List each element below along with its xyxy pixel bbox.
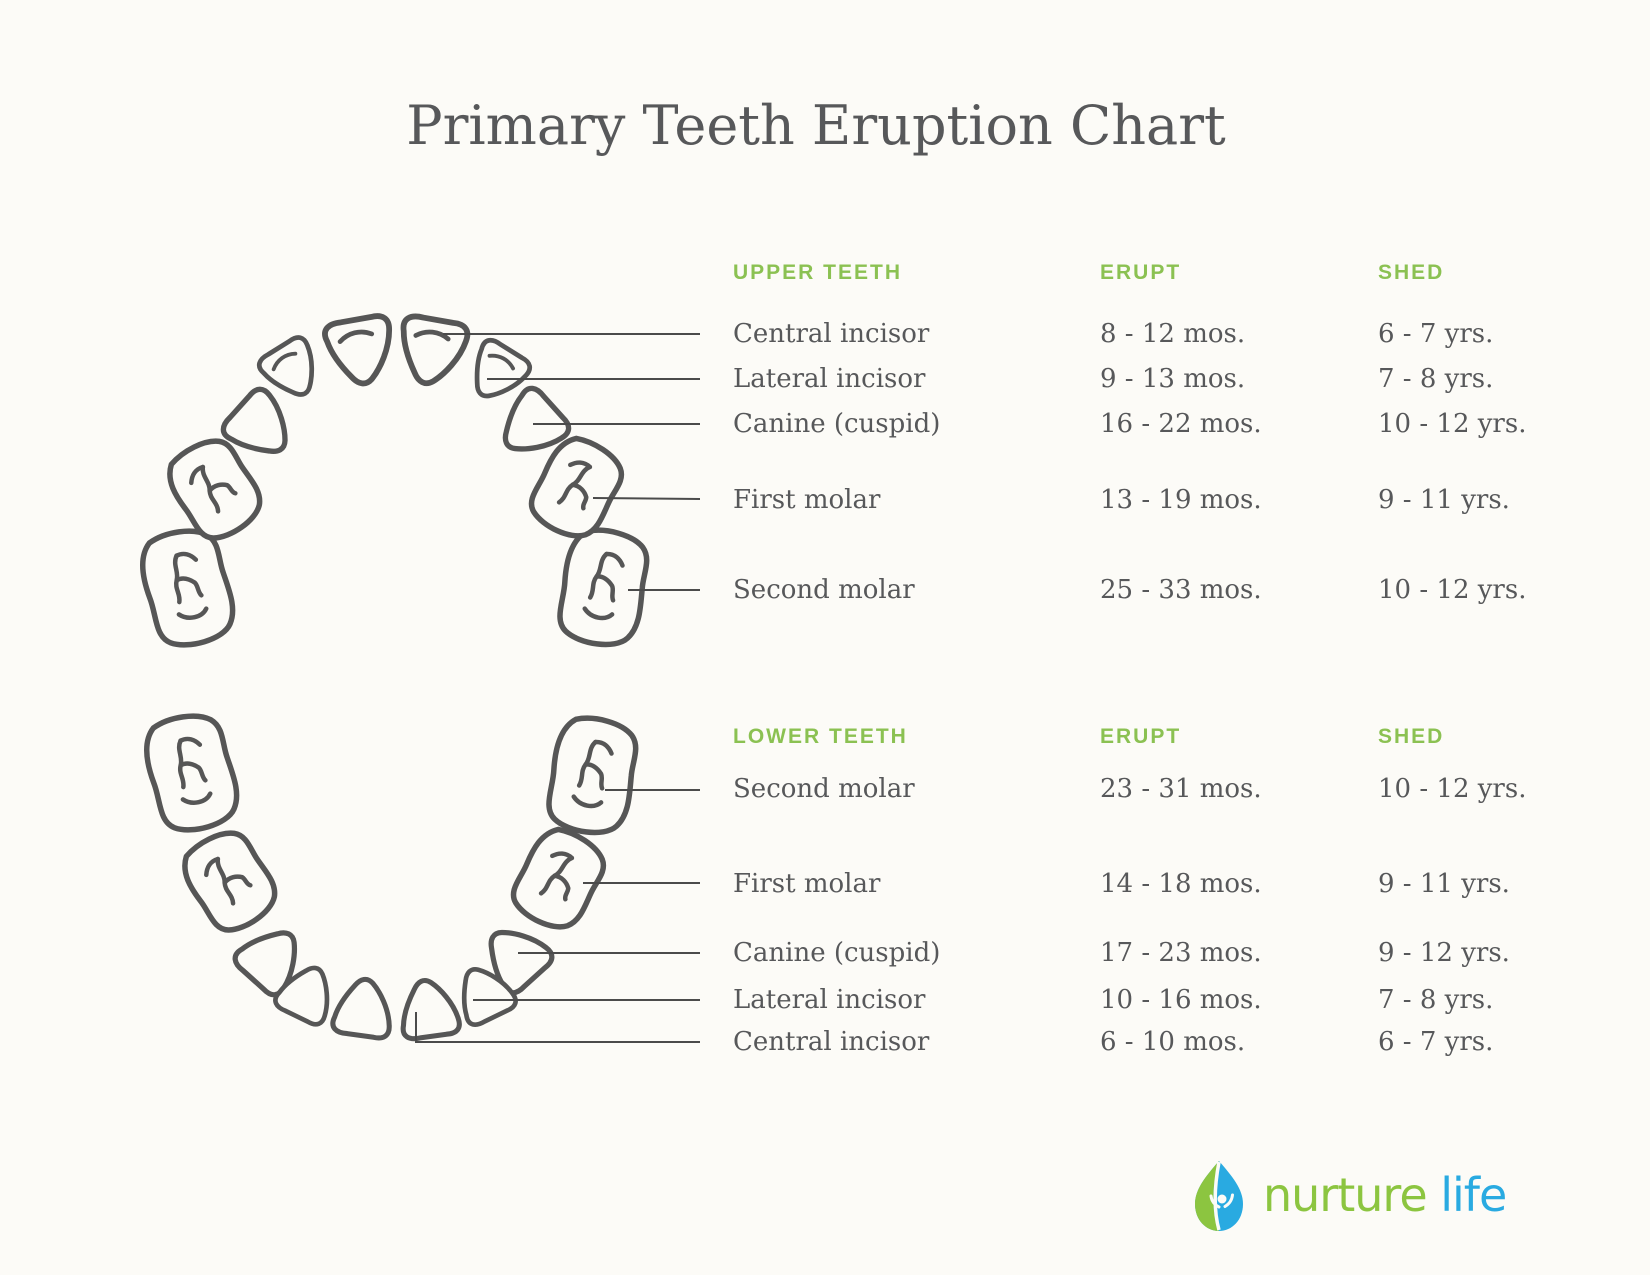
tooth-name: Lateral incisor — [733, 985, 926, 1015]
tooth-name: Central incisor — [733, 319, 930, 349]
logo-leaf-icon — [1195, 1160, 1243, 1231]
shed-value: 7 - 8 yrs. — [1378, 985, 1494, 1015]
shed-value: 10 - 12 yrs. — [1378, 409, 1527, 439]
logo-word-life: life — [1440, 1168, 1507, 1222]
lower-header-shed: SHED — [1378, 725, 1445, 748]
shed-value: 10 - 12 yrs. — [1378, 774, 1527, 804]
shed-value: 10 - 12 yrs. — [1378, 575, 1527, 605]
tooth-name: First molar — [733, 485, 881, 515]
table-row: Second molar 25 - 33 mos. 10 - 12 yrs. — [0, 573, 1650, 607]
tooth-name: Second molar — [733, 575, 915, 605]
tooth-name: Lateral incisor — [733, 364, 926, 394]
erupt-value: 25 - 33 mos. — [1100, 575, 1262, 605]
erupt-value: 6 - 10 mos. — [1100, 1027, 1246, 1057]
shed-value: 6 - 7 yrs. — [1378, 319, 1494, 349]
tooth-name: Canine (cuspid) — [733, 938, 941, 968]
tooth-name: Second molar — [733, 774, 915, 804]
erupt-value: 9 - 13 mos. — [1100, 364, 1246, 394]
table-row: Lateral incisor 10 - 16 mos. 7 - 8 yrs. — [0, 983, 1650, 1017]
shed-value: 9 - 12 yrs. — [1378, 938, 1510, 968]
shed-value: 9 - 11 yrs. — [1378, 869, 1510, 899]
shed-value: 6 - 7 yrs. — [1378, 1027, 1494, 1057]
erupt-value: 13 - 19 mos. — [1100, 485, 1262, 515]
shed-value: 7 - 8 yrs. — [1378, 364, 1494, 394]
upper-header-shed: SHED — [1378, 261, 1445, 284]
nurture-life-logo: nurture life — [1190, 1152, 1507, 1238]
table-row: Canine (cuspid) 16 - 22 mos. 10 - 12 yrs… — [0, 407, 1650, 441]
table-row: First molar 13 - 19 mos. 9 - 11 yrs. — [0, 483, 1650, 517]
erupt-value: 10 - 16 mos. — [1100, 985, 1262, 1015]
table-row: Canine (cuspid) 17 - 23 mos. 9 - 12 yrs. — [0, 936, 1650, 970]
lower-header-erupt: ERUPT — [1100, 725, 1182, 748]
lower-table-header: LOWER TEETH ERUPT SHED — [0, 722, 1650, 756]
upper-table-header: UPPER TEETH ERUPT SHED — [0, 258, 1650, 292]
shed-value: 9 - 11 yrs. — [1378, 485, 1510, 515]
tooth-name: Central incisor — [733, 1027, 930, 1057]
erupt-value: 23 - 31 mos. — [1100, 774, 1262, 804]
page-title: Primary Teeth Eruption Chart — [406, 94, 1226, 157]
table-row: Central incisor 6 - 10 mos. 6 - 7 yrs. — [0, 1025, 1650, 1059]
lower-header-teeth: LOWER TEETH — [733, 725, 908, 748]
erupt-value: 14 - 18 mos. — [1100, 869, 1262, 899]
logo-wordmark: nurture life — [1263, 1168, 1507, 1222]
table-row: First molar 14 - 18 mos. 9 - 11 yrs. — [0, 867, 1650, 901]
upper-header-erupt: ERUPT — [1100, 261, 1182, 284]
table-row: Central incisor 8 - 12 mos. 6 - 7 yrs. — [0, 317, 1650, 351]
tooth-name: Canine (cuspid) — [733, 409, 941, 439]
erupt-value: 17 - 23 mos. — [1100, 938, 1262, 968]
table-row: Lateral incisor 9 - 13 mos. 7 - 8 yrs. — [0, 362, 1650, 396]
tooth-name: First molar — [733, 869, 881, 899]
upper-header-teeth: UPPER TEETH — [733, 261, 903, 284]
erupt-value: 16 - 22 mos. — [1100, 409, 1262, 439]
table-row: Second molar 23 - 31 mos. 10 - 12 yrs. — [0, 772, 1650, 806]
erupt-value: 8 - 12 mos. — [1100, 319, 1246, 349]
logo-word-nurture: nurture — [1263, 1168, 1428, 1222]
